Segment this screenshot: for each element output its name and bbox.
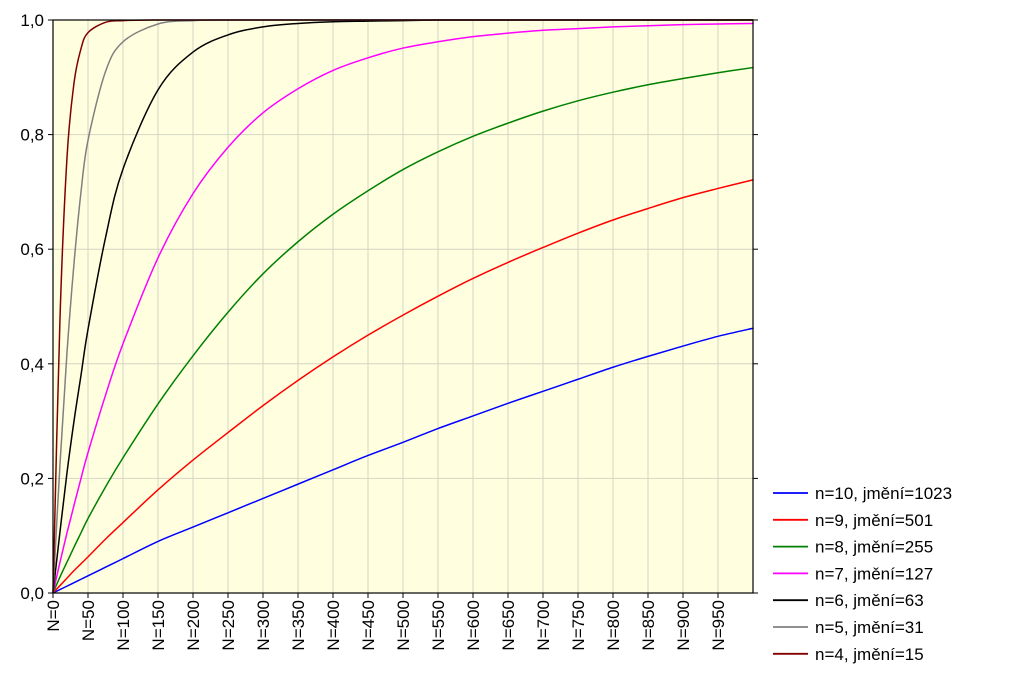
series-line-0 — [52, 327, 754, 594]
x-tick-label: N=850 — [639, 600, 658, 651]
y-tick-label: 1,0 — [20, 11, 44, 30]
y-tick-label: 0,2 — [20, 469, 44, 488]
x-axis: N=0 N=50 N=100 N=150 N=200 N=250 N=300 N=350 N=4… — [44, 593, 728, 651]
y-tick-label: 0,0 — [20, 584, 44, 603]
legend-label: n=6, jmění=63 — [815, 591, 924, 610]
x-tick-label: N=650 — [499, 600, 518, 651]
legend-label: n=5, jmění=31 — [815, 618, 924, 637]
x-tick-label: N=50 — [79, 600, 98, 641]
legend: n=10, jmění=1023 n=9, jmění=501 n=8, jmění… — [773, 484, 952, 664]
x-tick-label: N=350 — [289, 600, 308, 651]
x-tick-label: N=150 — [149, 600, 168, 651]
x-tick-label: N=0 — [44, 600, 63, 632]
series-line-1 — [52, 179, 754, 594]
x-tick-label: N=900 — [674, 600, 693, 651]
legend-label: n=4, jmění=15 — [815, 645, 924, 664]
y-tick-label: 0,6 — [20, 240, 44, 259]
grid-lines — [53, 20, 753, 593]
x-tick-label: N=200 — [184, 600, 203, 651]
x-tick-label: N=400 — [324, 600, 343, 651]
series-line-2 — [52, 66, 754, 594]
x-tick-label: N=450 — [359, 600, 378, 651]
x-tick-label: N=500 — [394, 600, 413, 651]
y-tick-label: 0,8 — [20, 126, 44, 145]
x-tick-label: N=700 — [534, 600, 553, 651]
x-tick-label: N=950 — [709, 600, 728, 651]
y-axis: 0,0 0,2 0,4 0,6 0,8 1,0 — [20, 11, 758, 603]
legend-label: n=10, jmění=1023 — [815, 484, 952, 503]
x-tick-label: N=750 — [569, 600, 588, 651]
legend-label: n=8, jmění=255 — [815, 538, 933, 557]
x-tick-label: N=250 — [219, 600, 238, 651]
series-line-3 — [52, 22, 754, 594]
x-tick-label: N=550 — [429, 600, 448, 651]
x-tick-label: N=600 — [464, 600, 483, 651]
x-tick-label: N=100 — [114, 600, 133, 651]
legend-label: n=7, jmění=127 — [815, 564, 933, 583]
legend-label: n=9, jmění=501 — [815, 511, 933, 530]
x-tick-label: N=300 — [254, 600, 273, 651]
x-tick-label: N=800 — [604, 600, 623, 651]
y-tick-label: 0,4 — [20, 355, 44, 374]
